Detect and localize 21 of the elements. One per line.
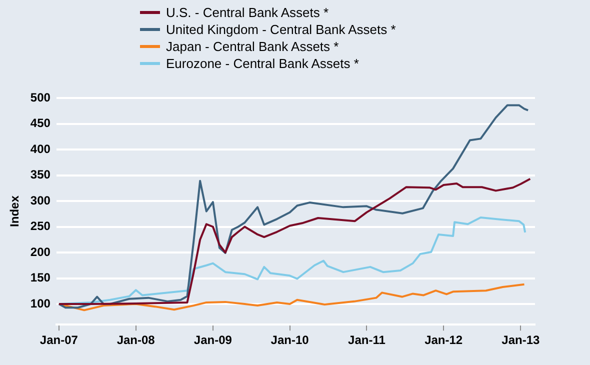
y-tick-label: 300 [30, 193, 51, 208]
x-tick-label: Jan-12 [424, 333, 463, 348]
legend-label: U.S. - Central Bank Assets * [166, 4, 329, 21]
y-tick-label: 400 [30, 142, 51, 156]
x-tick-label: Jan-13 [502, 333, 540, 348]
y-tick-label: 500 [30, 90, 51, 104]
x-tick-label: Jan-07 [40, 333, 78, 348]
x-tick-label: Jan-10 [270, 333, 310, 348]
legend-label: United Kingdom - Central Bank Assets * [166, 21, 396, 38]
y-axis-title: Index [8, 195, 22, 227]
legend-label: Eurozone - Central Bank Assets * [166, 55, 359, 72]
x-tick-label: Jan-09 [194, 333, 232, 348]
y-tick-label: 450 [30, 116, 51, 130]
x-tick-label: Jan-11 [348, 333, 386, 348]
y-tick-label: 100 [30, 296, 51, 310]
legend-label: Japan - Central Bank Assets * [166, 38, 339, 55]
y-tick-label: 250 [30, 219, 51, 234]
y-tick-label: 350 [30, 168, 51, 182]
y-tick-label: 200 [30, 244, 51, 259]
y-tick-label: 150 [30, 270, 51, 285]
x-tick-label: Jan-08 [116, 333, 156, 348]
